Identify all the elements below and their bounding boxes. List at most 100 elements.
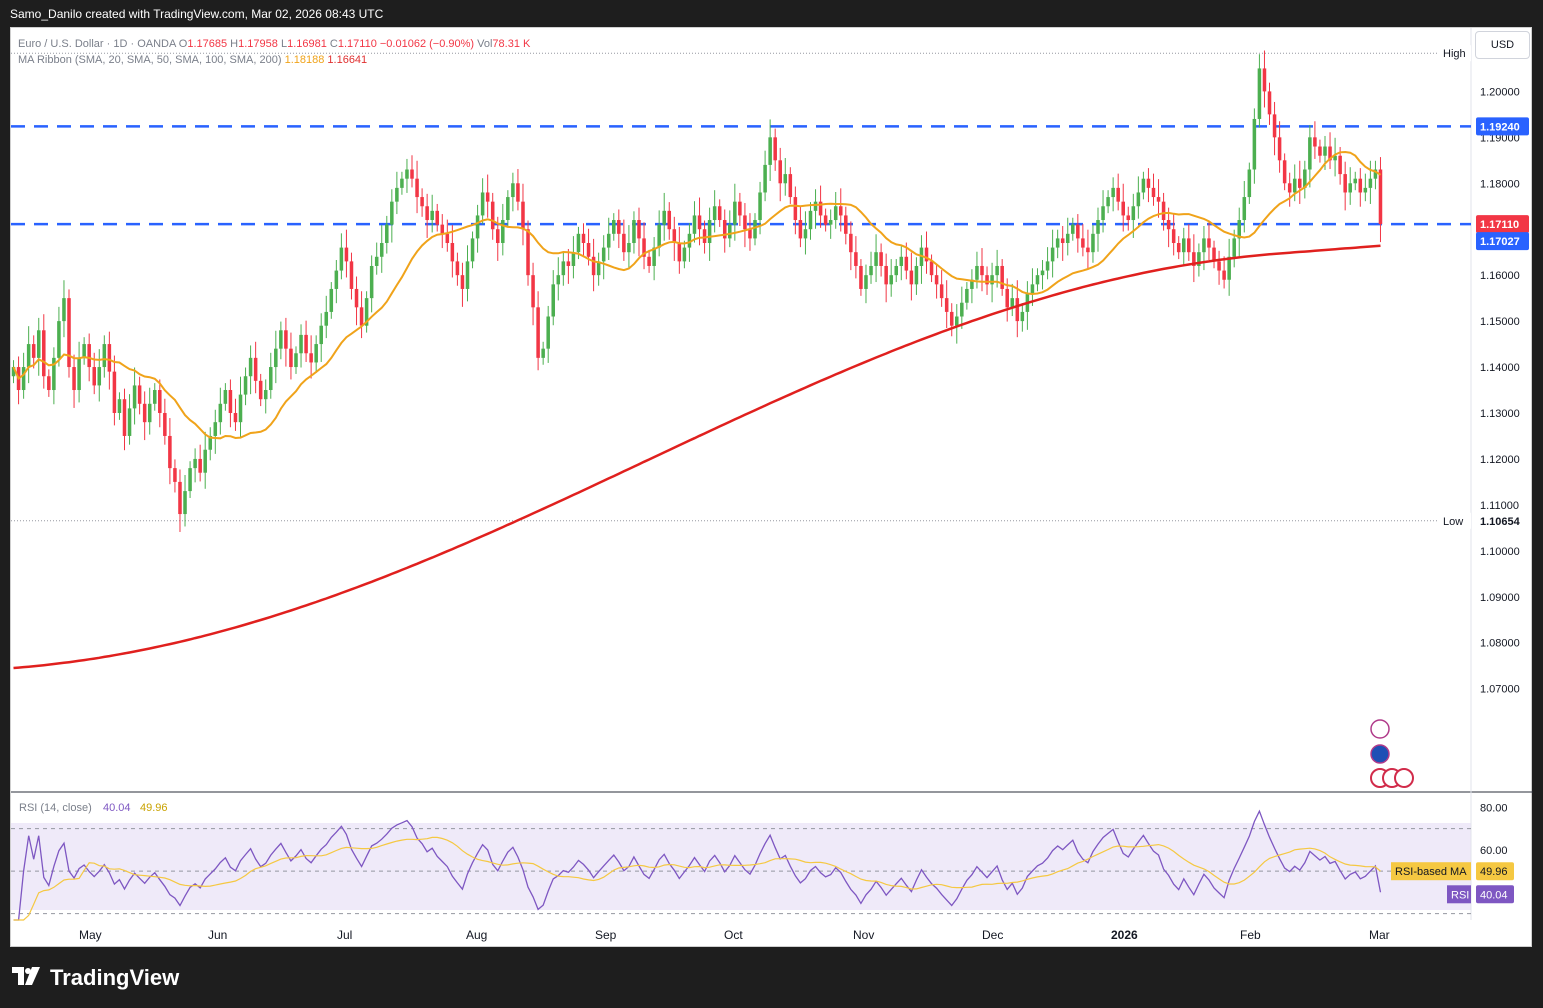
candle-body (556, 275, 561, 285)
time-tick-label: Jun (208, 928, 227, 942)
event-us-flag-icon[interactable] (1394, 768, 1414, 788)
candle-body (359, 307, 364, 326)
price-tick-label: 1.10000 (1480, 546, 1520, 558)
candle-body (460, 275, 465, 289)
currency-button[interactable]: USD (1475, 31, 1530, 59)
candle-body (778, 160, 782, 184)
candle-body (924, 247, 929, 262)
legend-low-label: L (280, 38, 288, 50)
candle-body (62, 298, 66, 322)
candle-body (435, 210, 439, 225)
candle-body (687, 233, 692, 248)
chart-panel: 1.210001.200001.190001.180001.170001.160… (10, 27, 1533, 948)
candle-body (198, 458, 202, 473)
legend-ma-label: MA Ribbon (SMA, 20, SMA, 50, SMA, 100, S… (18, 54, 282, 66)
candle-body (733, 201, 737, 225)
candle-body (168, 435, 172, 469)
candle-body (1287, 183, 1292, 193)
candle-body (722, 220, 727, 239)
candle-body (642, 238, 646, 257)
candle-body (803, 229, 808, 239)
candle-body (717, 206, 722, 221)
candle-body (828, 220, 833, 225)
candle-body (833, 206, 838, 221)
event-eu-flag-icon[interactable] (1370, 744, 1390, 764)
candle-body (1257, 68, 1262, 119)
time-tick-label: Sep (595, 928, 617, 942)
candle-body (536, 307, 540, 358)
candle-body (173, 468, 177, 482)
candle-body (944, 298, 949, 312)
candle-body (269, 367, 273, 391)
candle-body (1368, 178, 1373, 188)
candle-body (82, 344, 86, 358)
rsi-header-ma-value: 49.96 (140, 802, 168, 814)
candle-body (263, 390, 268, 400)
candle-body (712, 206, 717, 221)
rsi-tick-label: 60.00 (1480, 845, 1508, 857)
candle-body (838, 206, 843, 216)
price-chart[interactable]: 1.210001.200001.190001.180001.170001.160… (11, 28, 1533, 948)
candle-body (52, 357, 56, 391)
candle-body (702, 229, 707, 244)
candle-body (728, 224, 732, 239)
candle-body (1176, 243, 1181, 253)
candle-body (904, 256, 909, 271)
candle-body (1091, 233, 1095, 253)
time-tick-label: Oct (724, 928, 743, 942)
price-tick-label: 1.11000 (1480, 500, 1519, 512)
candle-body (1292, 178, 1297, 193)
candle-body (506, 197, 510, 221)
candle-body (1333, 155, 1337, 161)
candle-body (1217, 261, 1221, 271)
candle-body (1166, 220, 1171, 230)
time-tick-label: May (79, 928, 102, 942)
candle-body (697, 215, 702, 230)
candle-body (753, 220, 757, 239)
candle-body (238, 394, 243, 423)
candle-body (627, 243, 631, 253)
legend-vol-label: Vol (477, 38, 493, 50)
footer-brand-name: TradingView (50, 965, 180, 990)
footer-brand: TradingView (12, 964, 179, 992)
candle-body (1071, 224, 1075, 234)
candle-body (385, 224, 389, 244)
low-price-value: 1.10654 (1480, 516, 1521, 528)
candle-body (652, 247, 656, 266)
candle-body (647, 256, 651, 266)
price-tick-label: 1.15000 (1480, 316, 1520, 328)
time-tick-label: Feb (1240, 928, 1261, 942)
event-flash-icon[interactable] (1370, 719, 1390, 739)
candle-body (1000, 265, 1004, 289)
candle-body (475, 215, 480, 239)
candle-body (667, 210, 672, 230)
rsi-ma-tag: RSI-based MA (1395, 866, 1467, 878)
candle-body (137, 385, 142, 404)
rsi-ma-value-bg (1476, 862, 1514, 881)
candle-body (546, 316, 550, 349)
candle-body (844, 215, 848, 234)
time-tick-label: 2026 (1111, 928, 1138, 942)
candle-body (1096, 220, 1100, 234)
candle-body (163, 412, 167, 436)
time-tick-label: Aug (466, 928, 487, 942)
candle-body (929, 261, 934, 276)
candle-body (369, 265, 374, 299)
candle-body (788, 174, 793, 198)
rsi-tick-label: 80.00 (1480, 802, 1508, 814)
candle-body (304, 334, 308, 354)
candle-body (1242, 197, 1247, 221)
low-price-tag-bg (1439, 512, 1471, 529)
legend-volume: 78.31 K (492, 38, 531, 50)
candle-body (379, 243, 384, 257)
candle-body (152, 390, 157, 404)
candle-body (208, 435, 213, 450)
candle-body (440, 224, 445, 234)
candle-body (849, 233, 853, 253)
candle-body (405, 169, 409, 179)
legend-ma-fast: 1.18188 (284, 54, 325, 66)
candle-body (763, 164, 767, 193)
candle-body (1328, 146, 1332, 161)
candle-body (1045, 261, 1050, 271)
candle-body (329, 288, 334, 312)
